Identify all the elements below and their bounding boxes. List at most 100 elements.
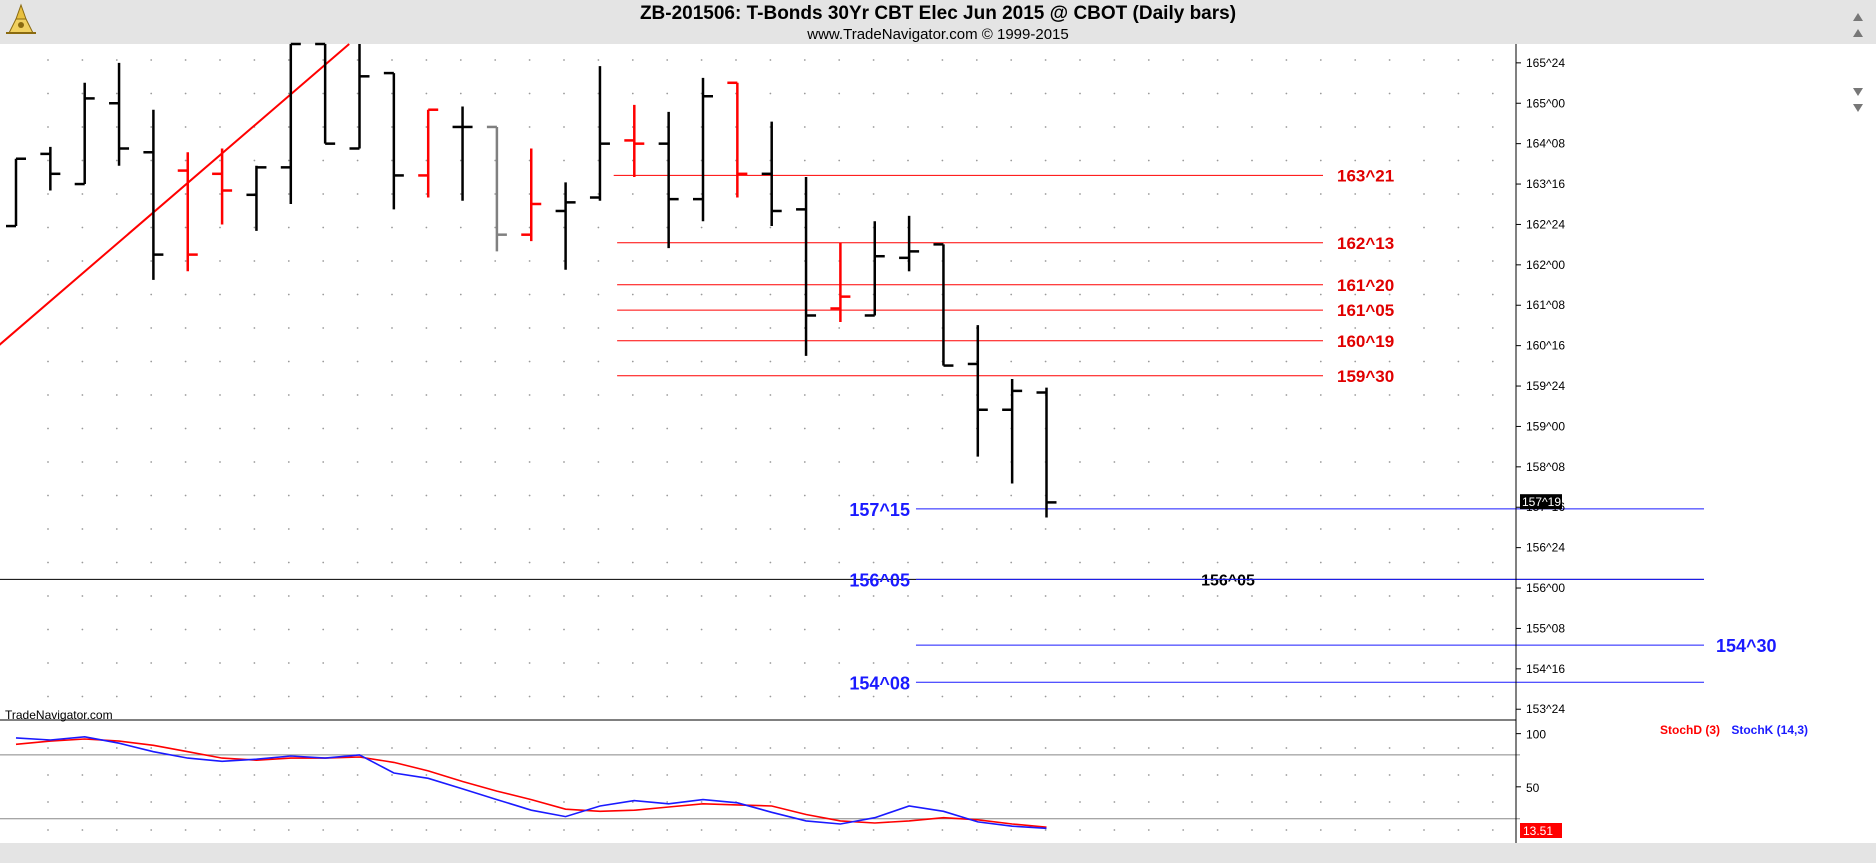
grid-dot <box>631 829 634 831</box>
grid-dot <box>872 595 875 597</box>
grid-dot <box>597 59 600 61</box>
grid-dot <box>803 360 806 363</box>
grid-dot <box>184 126 187 128</box>
grid-dot <box>391 260 393 262</box>
grid-dot <box>356 595 359 597</box>
grid-dot <box>287 226 290 229</box>
grid-dot <box>1044 628 1047 631</box>
grid-dot <box>1044 695 1047 698</box>
grid-dot <box>287 159 290 162</box>
grid-dot <box>1147 193 1150 195</box>
scroll-down-icon[interactable] <box>1853 88 1863 96</box>
y-tick-label: 156^24 <box>1526 541 1565 555</box>
grid-dot <box>287 327 290 329</box>
grid-dot <box>494 494 497 497</box>
grid-dot <box>391 801 393 803</box>
grid-dot <box>1285 293 1288 296</box>
grid-dot <box>425 92 428 95</box>
grid-dot <box>356 327 359 329</box>
grid-dot <box>322 59 325 61</box>
grid-dot <box>528 774 531 776</box>
grid-dot <box>115 801 118 803</box>
grid-dot <box>1285 595 1288 597</box>
grid-dot <box>1423 628 1425 631</box>
grid-dot <box>115 159 118 162</box>
grid-dot <box>666 561 669 564</box>
grid-dot <box>1010 327 1013 329</box>
scroll-up-icon[interactable] <box>1853 29 1863 37</box>
grid-dot <box>941 394 944 396</box>
grid-dot <box>425 829 428 831</box>
grid-dot <box>700 226 703 229</box>
grid-dot <box>81 394 84 396</box>
grid-dot <box>115 293 118 296</box>
grid-dot <box>356 801 359 803</box>
grid-dot <box>219 293 221 296</box>
grid-dot <box>1319 59 1322 61</box>
grid-dot <box>253 494 256 497</box>
grid-dot <box>115 327 118 329</box>
grid-dot <box>735 293 737 296</box>
grid-dot <box>769 494 772 497</box>
fib-label: 159^30 <box>1337 367 1394 386</box>
grid-dot <box>528 461 531 463</box>
grid-dot <box>975 662 978 664</box>
grid-dot <box>81 59 84 61</box>
grid-dot <box>563 801 565 803</box>
grid-dot <box>1285 747 1288 749</box>
grid-dot <box>47 628 49 631</box>
grid-dot <box>803 829 806 831</box>
price-panel: 163^21 162^13 161^20 161^05 160^19 159^30 156^… <box>0 42 1777 693</box>
ohlc-bar <box>1002 379 1023 484</box>
grid-dot <box>769 829 772 831</box>
grid-dot <box>528 561 531 564</box>
grid-dot <box>666 360 669 363</box>
grid-dot <box>597 528 600 530</box>
grid-dot <box>219 461 221 463</box>
y-tick-label: 161^08 <box>1526 298 1565 312</box>
grid-dot <box>494 747 497 749</box>
grid-dot <box>975 561 978 564</box>
grid-dot <box>1319 595 1322 597</box>
grid-dot <box>975 461 978 463</box>
grid-dot <box>1251 327 1253 329</box>
grid-dot <box>150 260 153 262</box>
grid-dot <box>941 226 944 229</box>
grid-dot <box>150 561 153 564</box>
grid-dot <box>391 561 393 564</box>
grid-dot <box>838 59 841 61</box>
grid-dot <box>769 59 772 61</box>
grid-dot <box>528 662 531 664</box>
grid-dot <box>391 126 393 128</box>
grid-dot <box>1457 360 1460 363</box>
grid-dot <box>1079 628 1081 631</box>
grid-dot <box>1423 595 1425 597</box>
grid-dot <box>1216 595 1219 597</box>
grid-dot <box>81 662 84 664</box>
grid-dot <box>907 461 909 463</box>
grid-dot <box>150 461 153 463</box>
grid-dot <box>459 829 462 831</box>
grid-dot <box>287 461 290 463</box>
grid-dot <box>838 774 841 776</box>
grid-dot <box>81 327 84 329</box>
y-tick-label: 158^08 <box>1526 460 1565 474</box>
grid-dot <box>150 92 153 95</box>
grid-dot <box>425 260 428 262</box>
grid-dot <box>494 595 497 597</box>
grid-dot <box>666 695 669 698</box>
grid-dot <box>1354 92 1357 95</box>
grid-dot <box>219 226 221 229</box>
grid-dot <box>1113 628 1116 631</box>
grid-dot <box>1079 801 1081 803</box>
scroll-up-icon[interactable] <box>1853 13 1863 21</box>
compass-logo-icon[interactable] <box>4 3 38 37</box>
grid-dot <box>769 595 772 597</box>
grid-dot <box>1010 801 1013 803</box>
grid-dot <box>666 747 669 749</box>
grid-dot <box>1319 494 1322 497</box>
scroll-down-icon[interactable] <box>1853 104 1863 112</box>
grid-dot <box>459 226 462 229</box>
grid-dot <box>459 801 462 803</box>
